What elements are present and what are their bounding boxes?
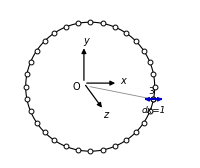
Text: 3: 3 <box>147 87 153 96</box>
Text: x: x <box>120 76 126 86</box>
Text: dx=1: dx=1 <box>141 106 165 115</box>
Text: y: y <box>82 36 88 46</box>
Text: z: z <box>102 110 107 120</box>
Text: O: O <box>72 82 79 92</box>
